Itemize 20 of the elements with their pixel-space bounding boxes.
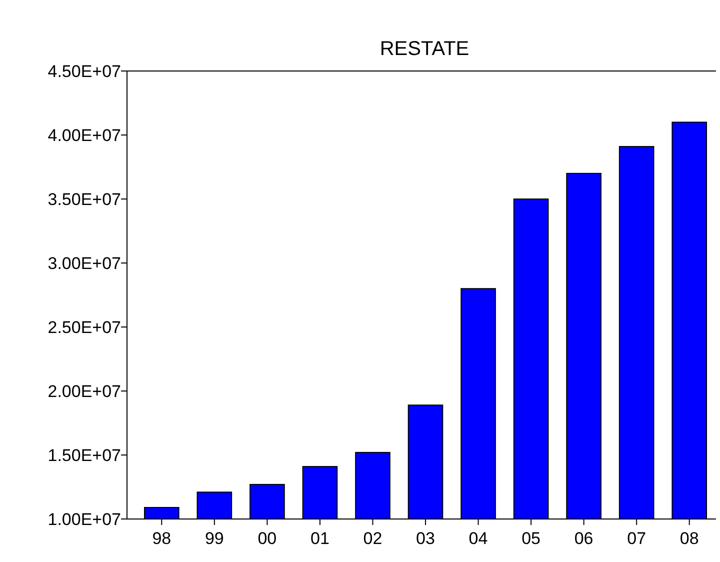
y-tick-label: 2.50E+07 [48, 318, 121, 337]
x-tick-label: 00 [258, 529, 277, 548]
y-tick-label: 3.00E+07 [48, 254, 121, 273]
x-tick-label: 99 [204, 529, 224, 548]
x-tick-label: 08 [680, 529, 699, 548]
x-tick-label: 05 [522, 529, 540, 548]
x-tick-label: 06 [574, 529, 594, 548]
y-tick-label: 2.00E+07 [48, 382, 121, 401]
chart-title: RESTATE [380, 38, 470, 60]
x-tick-label: 07 [627, 529, 646, 548]
x-tick-label: 02 [363, 529, 382, 548]
x-tick-label: 01 [310, 529, 330, 548]
x-tick-label: 04 [468, 529, 488, 548]
y-tick-label: 1.00E+07 [48, 510, 121, 529]
y-tick-label: 3.50E+07 [48, 190, 121, 209]
x-tick-label: 03 [416, 529, 435, 548]
y-tick-label: 4.00E+07 [48, 126, 121, 145]
y-tick-label: 4.50E+07 [48, 62, 121, 81]
y-tick-label: 1.50E+07 [48, 446, 121, 465]
x-tick-label: 98 [152, 529, 172, 548]
